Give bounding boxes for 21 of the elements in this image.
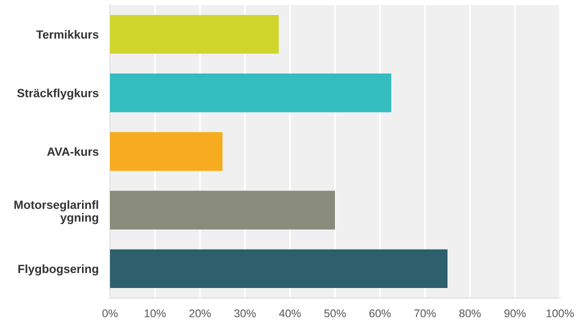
x-tick-label: 30%	[234, 309, 256, 318]
x-tick-label: 70%	[414, 309, 436, 318]
y-tick-label: Flygbogsering	[18, 264, 98, 276]
y-tick-label: Motorseglarinfl ygning	[14, 200, 98, 224]
y-tick-label: Sträckflygkurs	[17, 88, 98, 100]
bar	[110, 74, 392, 112]
x-tick-label: 50%	[324, 309, 346, 318]
x-tick-label: 80%	[459, 309, 481, 318]
y-tick-label: AVA-kurs	[47, 147, 98, 156]
bar	[110, 14, 279, 54]
x-tick-label: 0%	[102, 309, 118, 318]
y-tick-label: Termikkurs	[36, 30, 98, 39]
x-tick-label: 10%	[144, 309, 166, 318]
bar	[110, 249, 448, 288]
x-tick-label: 20%	[189, 309, 211, 318]
bar	[110, 190, 335, 230]
x-tick-label: 100%	[546, 309, 574, 318]
x-tick-label: 60%	[369, 309, 391, 318]
x-tick-label: 40%	[279, 309, 301, 318]
bar	[110, 132, 222, 171]
x-tick-label: 90%	[504, 309, 526, 318]
